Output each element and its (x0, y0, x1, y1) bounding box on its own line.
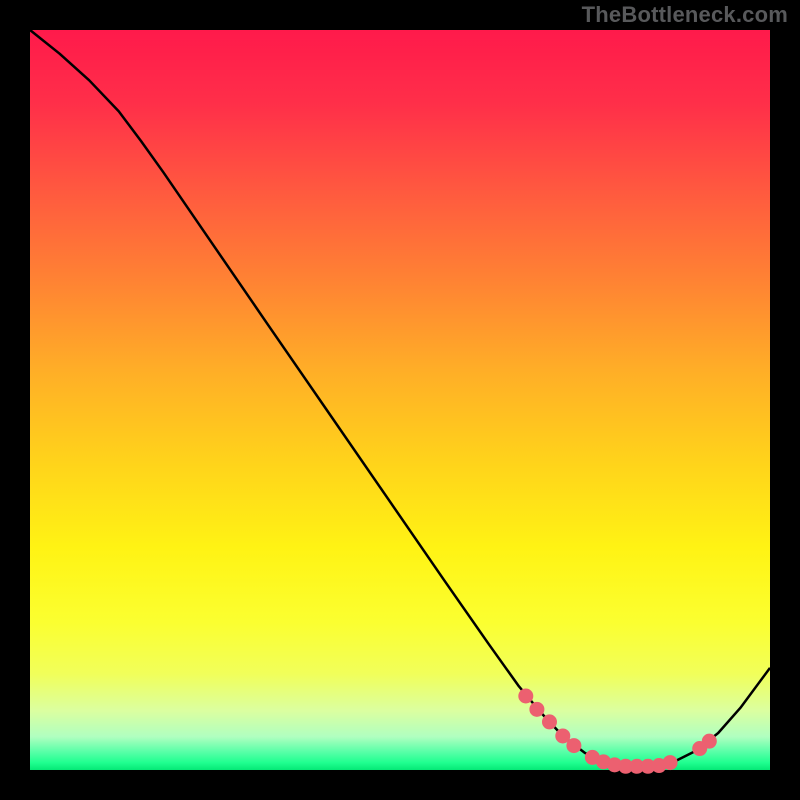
watermark-label: TheBottleneck.com (582, 2, 788, 28)
marker-dot (567, 739, 581, 753)
chart-stage: TheBottleneck.com (0, 0, 800, 800)
marker-dot (519, 689, 533, 703)
marker-dot (556, 729, 570, 743)
marker-dot (663, 756, 677, 770)
marker-dot (702, 734, 716, 748)
marker-dot (542, 715, 556, 729)
marker-dot (530, 702, 544, 716)
chart-svg (0, 0, 800, 800)
